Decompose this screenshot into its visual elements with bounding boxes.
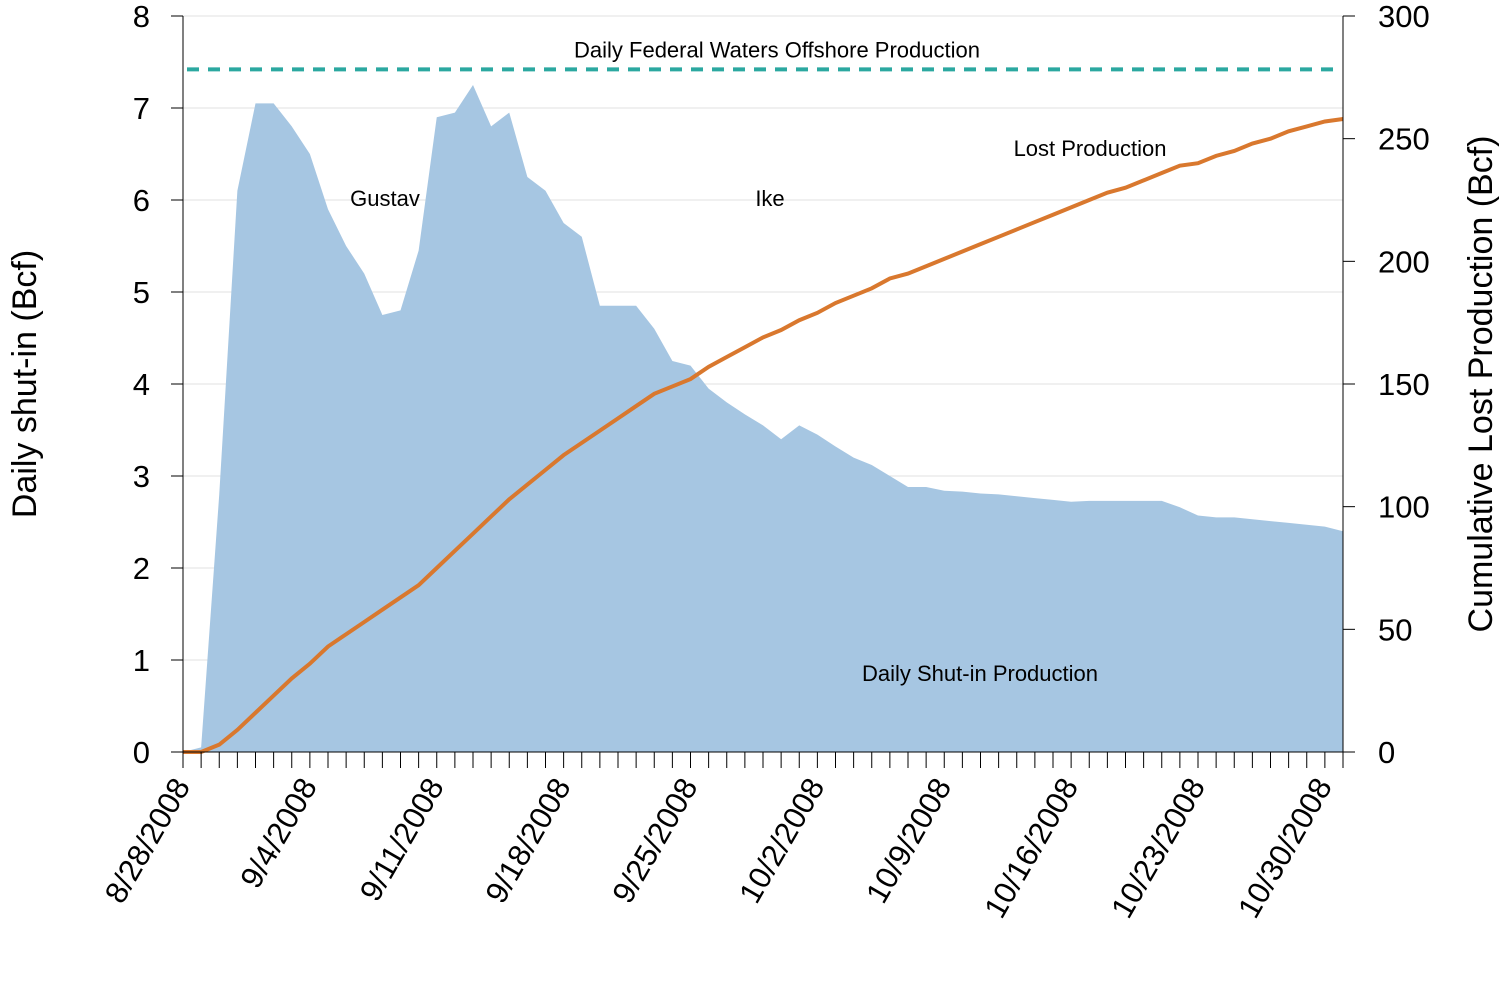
- x-tick-label: 10/16/2008: [977, 772, 1085, 924]
- y-tick-label: 0: [133, 735, 150, 770]
- reference-label: Daily Federal Waters Offshore Production: [574, 37, 980, 62]
- y2-tick-label: 250: [1378, 122, 1430, 157]
- x-tick-label: 8/28/2008: [98, 772, 197, 909]
- y-tick-label: 6: [133, 183, 150, 218]
- series-label: Daily Shut-in Production: [862, 661, 1098, 686]
- x-tick-label: 10/23/2008: [1104, 772, 1212, 924]
- y2-tick-label: 0: [1378, 735, 1395, 770]
- annotation: Ike: [755, 186, 784, 211]
- x-tick-label: 10/30/2008: [1231, 772, 1339, 924]
- y-tick-label: 5: [133, 275, 150, 310]
- y2-tick-label: 50: [1378, 612, 1412, 647]
- y2-tick-label: 200: [1378, 244, 1430, 279]
- y-tick-label: 7: [133, 91, 150, 126]
- y-axis-title: Daily shut-in (Bcf): [6, 250, 44, 518]
- y-tick-label: 8: [133, 0, 150, 34]
- x-tick-label: 9/25/2008: [605, 772, 704, 909]
- y2-axis-title: Cumulative Lost Production (Bcf): [1462, 136, 1500, 633]
- annotation: Gustav: [350, 186, 420, 211]
- y2-tick-label: 300: [1378, 0, 1430, 34]
- y-tick-label: 4: [133, 367, 150, 402]
- x-tick-label: 9/18/2008: [478, 772, 577, 909]
- y-tick-label: 2: [133, 551, 150, 586]
- shut-in-area: [183, 85, 1343, 752]
- y2-tick-label: 150: [1378, 367, 1430, 402]
- y2-tick-label: 100: [1378, 490, 1430, 525]
- lost-production-line: [183, 117, 1344, 754]
- x-tick-label: 10/2/2008: [732, 772, 831, 909]
- series-label: Lost Production: [1014, 136, 1167, 161]
- x-tick-label: 10/9/2008: [859, 772, 958, 909]
- y-tick-label: 1: [133, 643, 150, 678]
- y-tick-label: 3: [133, 459, 150, 494]
- x-tick-label: 9/11/2008: [353, 772, 451, 907]
- x-tick-label: 9/4/2008: [233, 772, 324, 894]
